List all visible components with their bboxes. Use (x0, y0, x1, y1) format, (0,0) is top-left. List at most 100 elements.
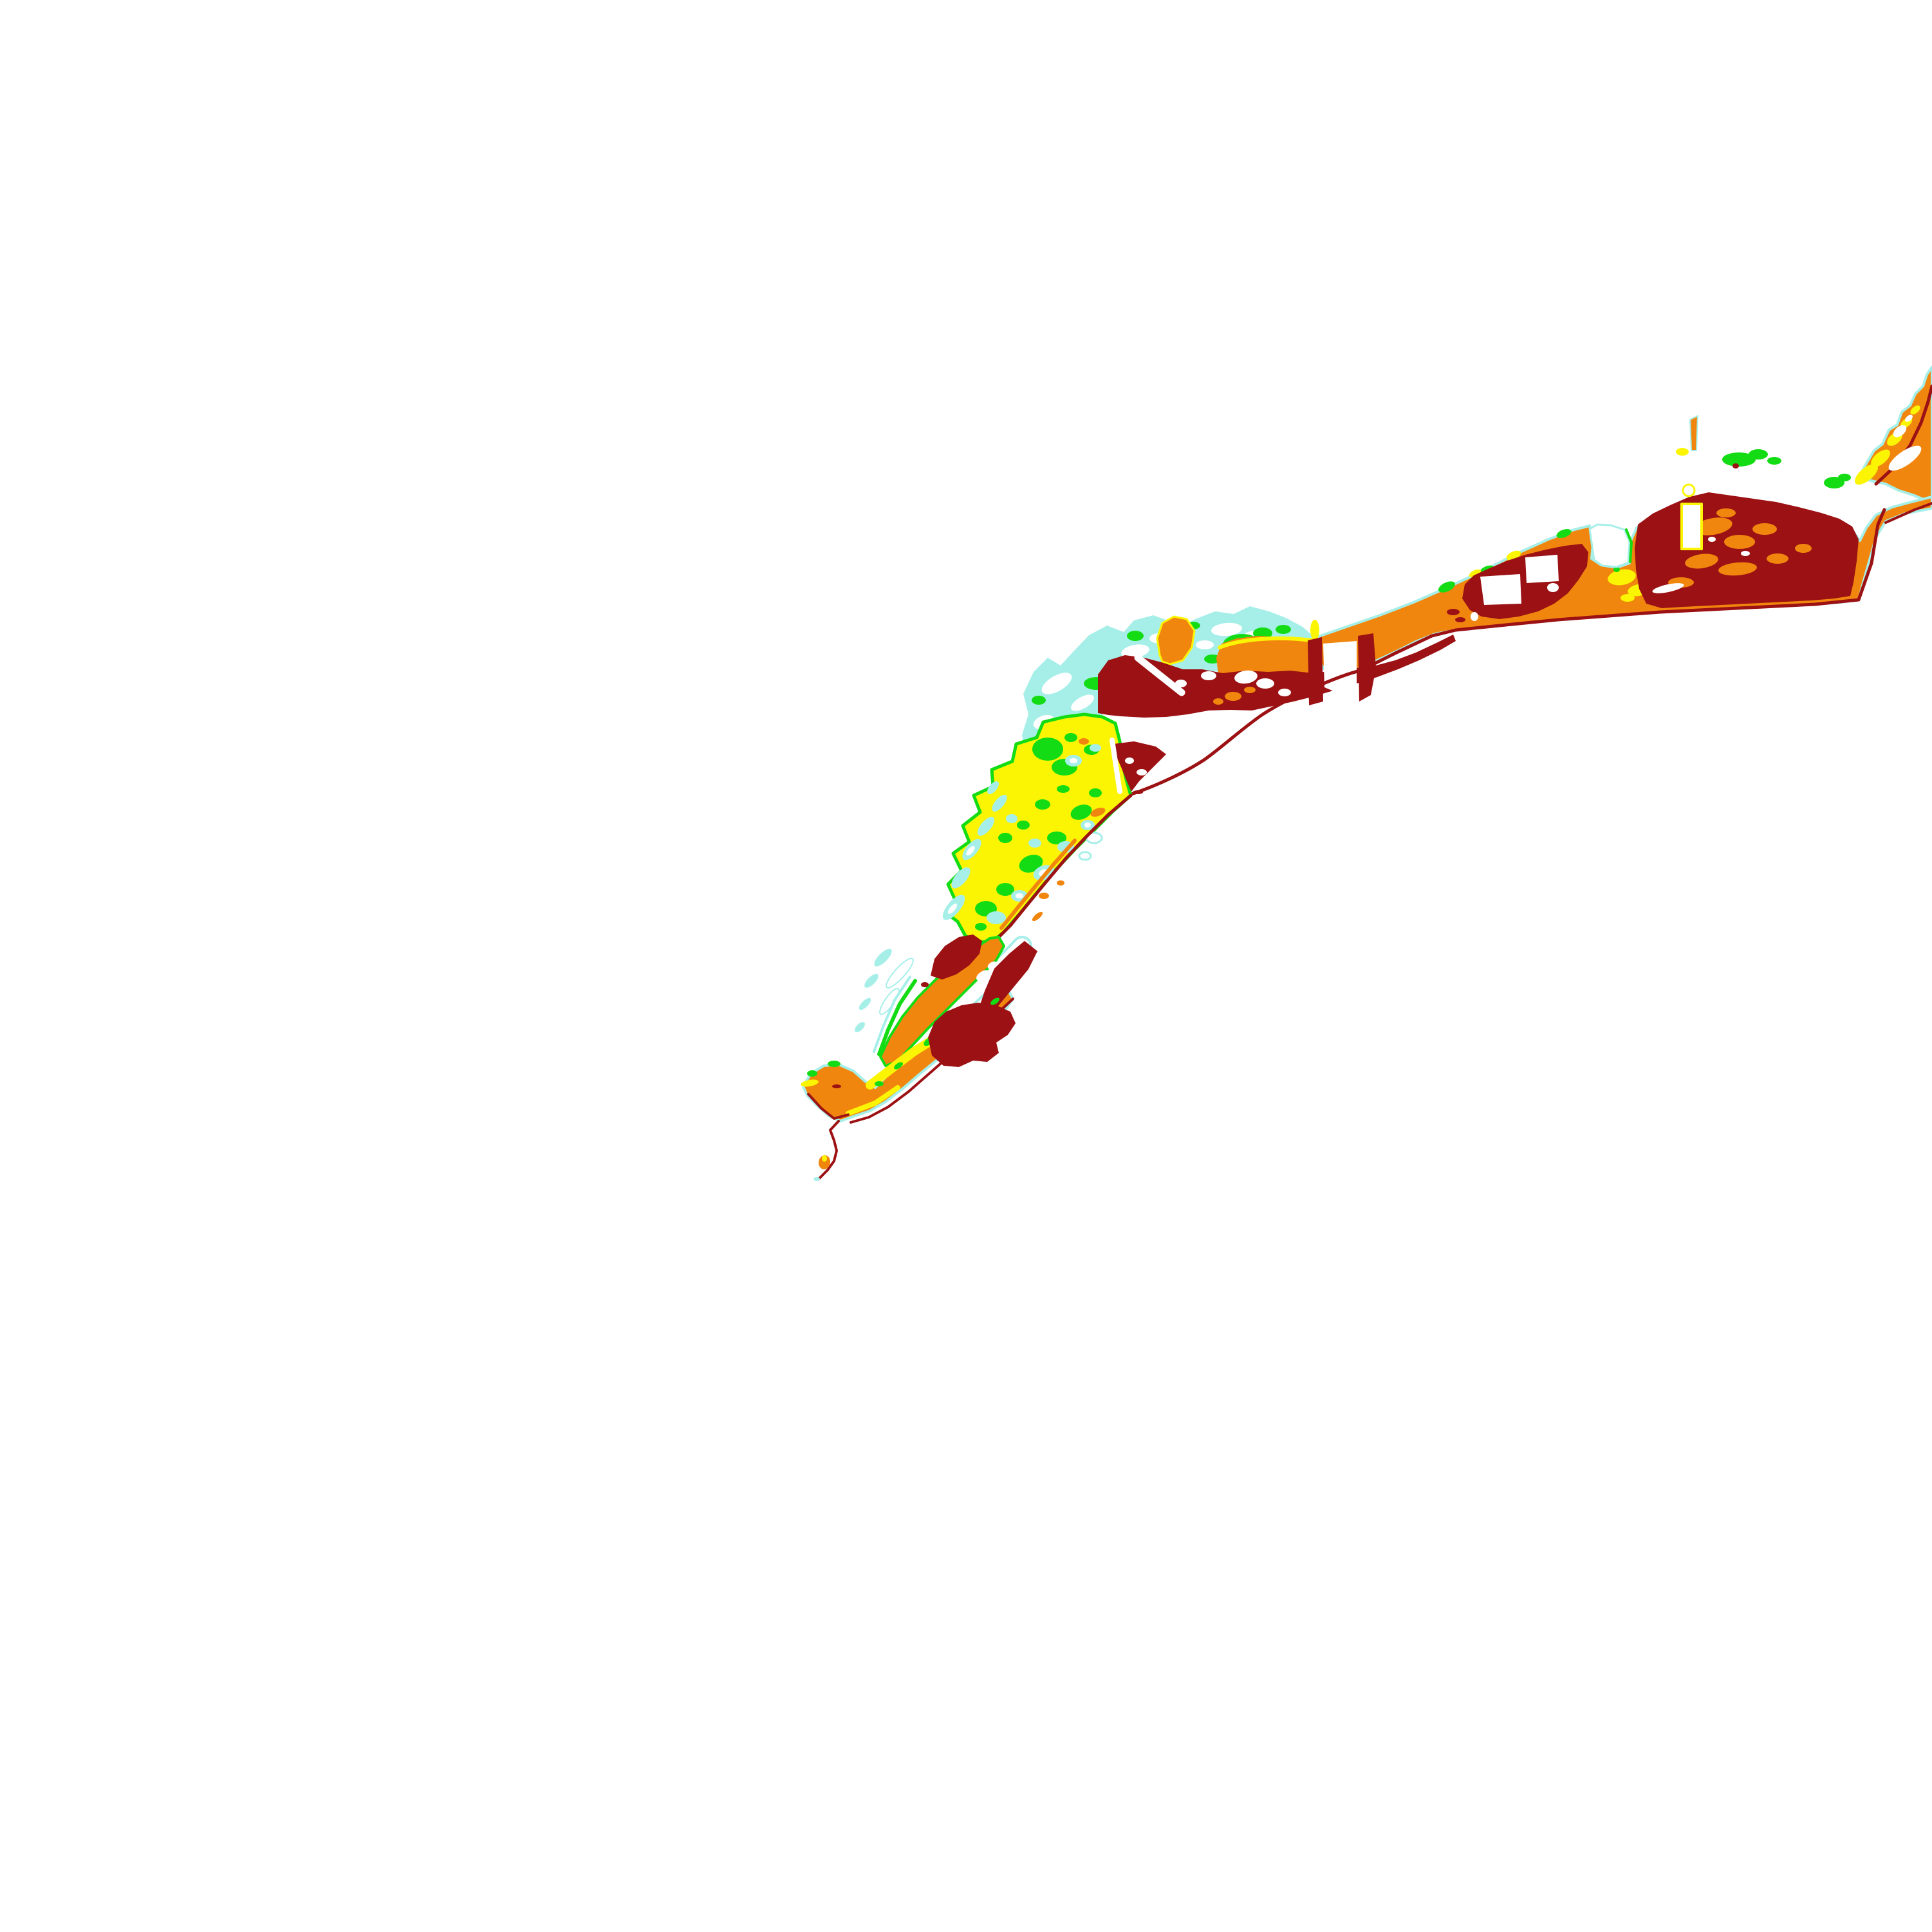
bay-cyan-fringe (951, 867, 971, 889)
triangle-white-hole (1137, 769, 1147, 776)
lower-beach-line (850, 998, 1014, 1124)
corner-white-hole (1893, 425, 1907, 438)
mass-white-hole (1278, 689, 1291, 696)
block-north-darkred-dot (1732, 463, 1739, 469)
west-cyan-wisp (859, 998, 871, 1010)
bay-cyan-fringe (977, 817, 995, 836)
coast-fringe-green (1556, 529, 1572, 538)
dike-spur (1133, 790, 1143, 794)
band-orange-spot (1079, 738, 1089, 745)
isthmus-white-hole (1480, 574, 1521, 605)
upper-spit-dot (921, 982, 929, 987)
hook-beach-line (807, 1093, 850, 1120)
ne-east-beach-line (1884, 502, 1932, 524)
central-darkred-mass (1098, 635, 1456, 718)
lagoon-east-strip (1358, 633, 1376, 701)
block-orange-mottle (1752, 523, 1777, 535)
band-cyan-pond (1006, 814, 1017, 823)
corner-yellow-patch (1871, 449, 1890, 467)
parallelogram-white-channel (1134, 654, 1185, 696)
band-cyan-pond (1090, 744, 1101, 752)
lower-band-yellow-se (846, 1085, 900, 1116)
band-green-blob (1070, 804, 1092, 820)
band-green-blob (975, 923, 987, 931)
dike-line (1129, 667, 1368, 796)
block-orange-mottle (1767, 553, 1788, 564)
tail-cyan-tip (813, 1177, 820, 1181)
band-orange-spot (1039, 893, 1049, 899)
pond-white-core (1084, 822, 1091, 828)
spit-white-sliver (886, 958, 914, 989)
block-white-dot (1741, 551, 1750, 556)
west-cyan-wisp (855, 1022, 865, 1032)
mass-white-hole (1256, 678, 1274, 689)
central-orange-block (1216, 636, 1321, 676)
bay-cyan-fringe (992, 794, 1007, 812)
hook-darkred-dash (832, 1084, 841, 1088)
west-cyan-wisp (874, 949, 892, 967)
central-yellow-fringe (1218, 636, 1318, 649)
block-north-green (1722, 452, 1756, 467)
isthmus-speckle (1455, 617, 1465, 622)
band-green-blob (1064, 733, 1077, 742)
block-orange-mottle (1694, 517, 1732, 535)
band-green-blob (1089, 788, 1102, 797)
ne-beach-line (1361, 508, 1886, 671)
block-orange-mottle (1685, 553, 1718, 569)
block-orange-mottle (1724, 535, 1755, 549)
block-orange-mottle (1716, 508, 1736, 517)
marsh-green-blob (1276, 625, 1291, 634)
isthmus-white-dot (1471, 612, 1478, 621)
lagoon-west-strip (1308, 637, 1323, 705)
isthmus-white-hole (1525, 555, 1559, 583)
block-orange-mottle (1795, 544, 1812, 553)
green-spit-cyan-edge (873, 976, 911, 1053)
triangle-west-channel (1110, 738, 1122, 794)
corner-white-sliver (1888, 445, 1922, 471)
block-north-green (1749, 449, 1768, 460)
band-orange-spot (1090, 808, 1106, 817)
lower-green-dash (990, 998, 999, 1005)
mass-white-hole (1234, 670, 1258, 684)
marsh-green-blob (1032, 696, 1046, 705)
pond-white-core (1070, 758, 1077, 763)
mass-white-hole (1201, 671, 1216, 680)
marsh-white-hole (1071, 694, 1094, 711)
tail-yellow-dot (822, 1155, 827, 1162)
corner-white-hole (1905, 414, 1913, 422)
corner-yellow-patch (1854, 463, 1879, 485)
band-beach-orange (999, 839, 1077, 930)
block-orange-mottle (1718, 562, 1757, 576)
mid-green-dot (1613, 567, 1620, 572)
band-green-blob (1035, 799, 1050, 810)
lower-green-dash (875, 1081, 884, 1086)
marsh-white-hole (1121, 644, 1149, 658)
band-green-blob (998, 833, 1012, 843)
west-cyan-wisp (864, 974, 878, 988)
corner-green-blob (1838, 474, 1851, 481)
darkred-triangle (1113, 741, 1166, 792)
upper-spit-darkred-blob (931, 934, 982, 980)
central-yellow-spike (1310, 620, 1319, 640)
bay-cyan-fringe (987, 781, 999, 794)
se-white-notch (976, 970, 990, 981)
mid-yellow-patch (1621, 594, 1635, 602)
mass-orange-speck (1225, 692, 1241, 701)
hook-north-green (828, 1061, 841, 1067)
tail-orange-blob (818, 1155, 831, 1169)
band-green-blob (1057, 785, 1070, 793)
band-white-pond (1078, 851, 1092, 861)
east-lagoon (1323, 641, 1357, 694)
band-green-blob (1032, 738, 1063, 761)
marsh-white-hole (1211, 622, 1242, 636)
tail-line (817, 1120, 840, 1180)
marsh-green-blob (1127, 631, 1144, 641)
cape-spike (1689, 415, 1698, 451)
band-green-blob (1047, 831, 1066, 844)
coast-fringe-green (1438, 581, 1456, 593)
band-orange-spot (1057, 880, 1064, 886)
hook-west-yellow (801, 1079, 819, 1087)
marsh-white-hole (1196, 640, 1214, 649)
